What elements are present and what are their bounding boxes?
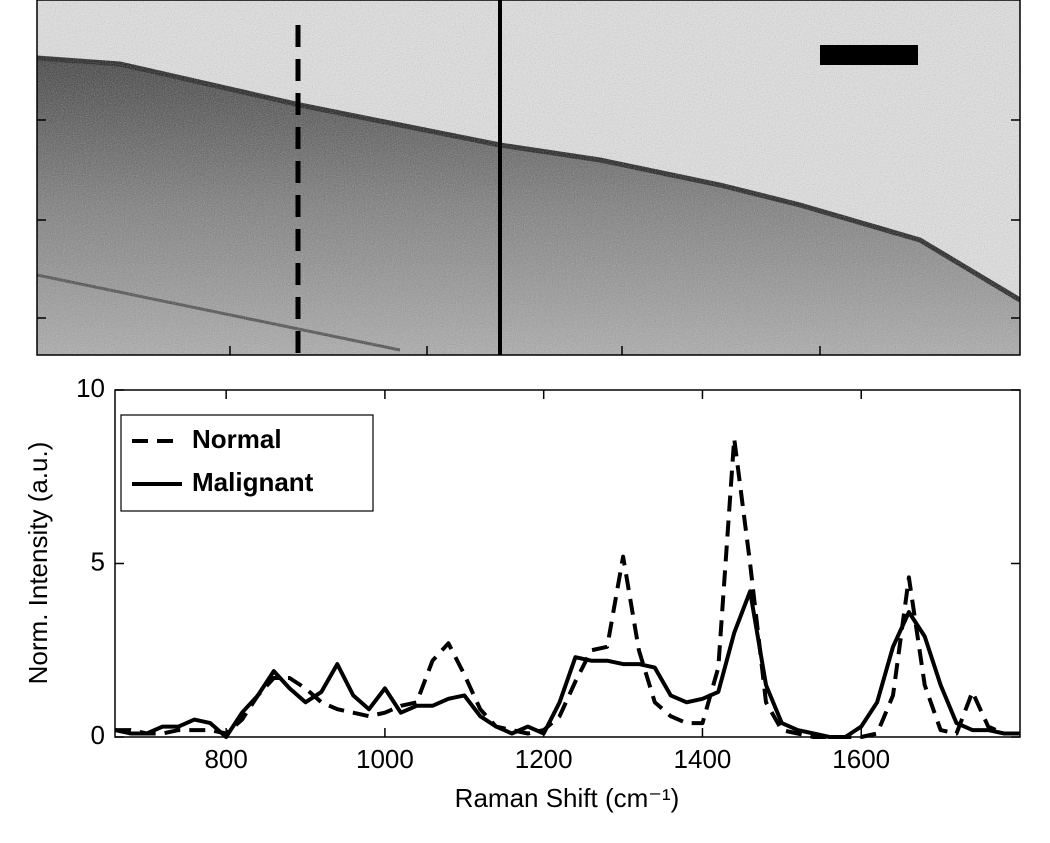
x-axis-label: Raman Shift (cm⁻¹) — [455, 783, 680, 813]
legend-label: Normal — [192, 424, 282, 454]
legend-box — [120, 414, 374, 512]
data-line — [115, 436, 1020, 739]
y-axis-label: Norm. Intensity (a.u.) — [23, 442, 53, 685]
x-tick-label: 800 — [204, 744, 247, 774]
x-tick-label: 1200 — [515, 744, 573, 774]
x-tick-label: 1400 — [674, 744, 732, 774]
y-tick-label: 5 — [91, 546, 105, 576]
image-frame — [36, 0, 1021, 356]
legend-label: Malignant — [192, 467, 314, 497]
y-tick-label: 10 — [76, 373, 105, 403]
y-tick-label: 0 — [91, 720, 105, 750]
image-ticks — [37, 119, 1020, 355]
x-tick-label: 1600 — [832, 744, 890, 774]
oct-image — [37, 0, 1020, 355]
data-line — [114, 589, 1020, 739]
x-tick-label: 1000 — [356, 744, 414, 774]
